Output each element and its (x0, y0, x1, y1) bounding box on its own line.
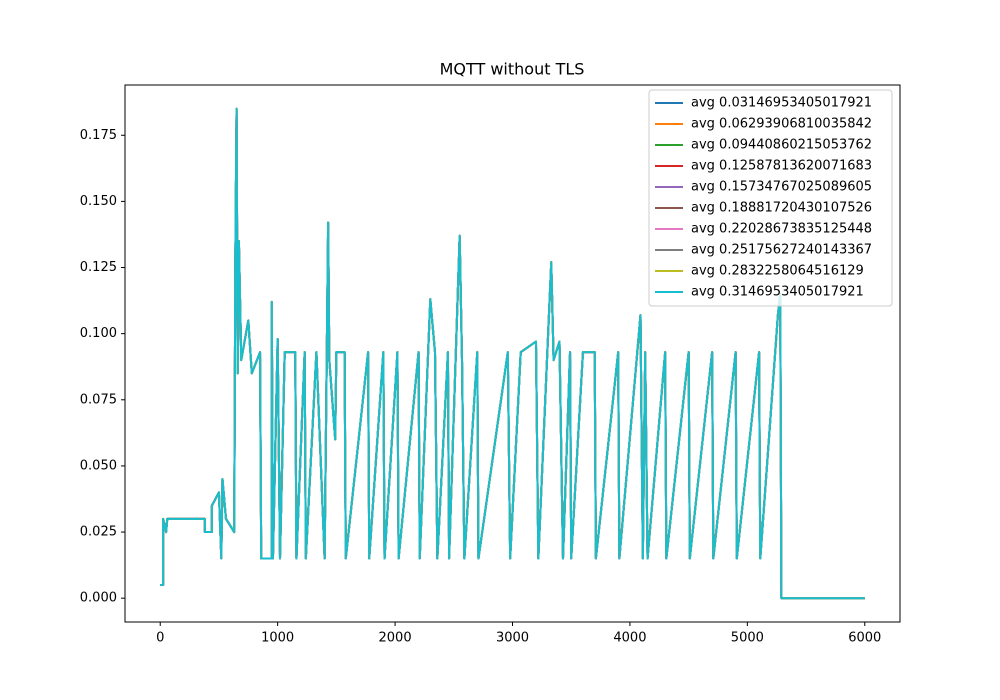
legend-label: avg 0.12587813620071683 (691, 159, 872, 174)
x-tick-label: 0 (156, 631, 164, 646)
x-tick-label: 3000 (496, 631, 529, 646)
x-tick-label: 1000 (261, 631, 294, 646)
y-tick-label: 0.100 (80, 326, 117, 341)
legend-label: avg 0.15734767025089605 (691, 180, 872, 195)
x-tick-label: 5000 (731, 631, 764, 646)
x-tick-label: 6000 (848, 631, 881, 646)
legend-label: avg 0.18881720430107526 (691, 201, 872, 216)
series-line (160, 107, 865, 600)
y-tick-label: 0.050 (80, 458, 117, 473)
y-tick-label: 0.150 (80, 194, 117, 209)
y-tick-label: 0.125 (80, 260, 117, 275)
x-tick-label: 2000 (379, 631, 412, 646)
legend-label: avg 0.03146953405017921 (691, 96, 872, 111)
legend-label: avg 0.22028673835125448 (691, 222, 872, 237)
legend-label: avg 0.25175627240143367 (691, 243, 872, 258)
x-tick-label: 4000 (613, 631, 646, 646)
y-tick-label: 0.025 (80, 525, 117, 540)
y-tick-label: 0.075 (80, 392, 117, 407)
y-tick-label: 0.000 (80, 591, 117, 606)
legend-box (648, 89, 893, 307)
legend-label: avg 0.2832258064516129 (691, 264, 864, 279)
legend-label: avg 0.3146953405017921 (691, 285, 864, 300)
plot-frame (124, 84, 901, 623)
chart-title: MQTT without TLS (440, 60, 585, 79)
legend-label: avg 0.09440860215053762 (691, 138, 872, 153)
legend-label: avg 0.06293906810035842 (691, 117, 872, 132)
y-tick-label: 0.175 (80, 128, 117, 143)
